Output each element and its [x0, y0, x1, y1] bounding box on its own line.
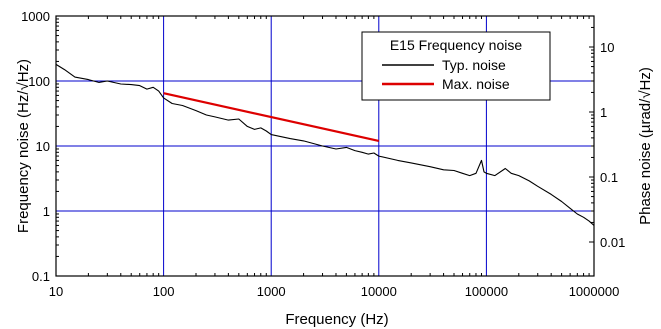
legend: E15 Frequency noise Typ. noise Max. nois…: [361, 31, 551, 101]
axis-ticks: 10 100 1000 10000 100000 1000000 0.1 1 10 100 1000…: [21, 9, 625, 299]
y-tick-label: 1: [43, 204, 50, 219]
y-tick-label: 0.1: [32, 269, 50, 284]
legend-box: [361, 31, 551, 101]
y2-tick-label: 10: [600, 40, 614, 55]
series-group: [55, 63, 595, 226]
series-line-max-noise: [163, 92, 380, 142]
x-tick-label: 10000: [361, 284, 397, 299]
series-line-typ-noise: [55, 63, 595, 226]
x-tick-label: 1000: [257, 284, 286, 299]
legend-label-max-noise: Max. noise: [442, 76, 510, 92]
x-axis-label: Frequency (Hz): [285, 311, 388, 328]
legend-label-typ-noise: Typ. noise: [442, 57, 506, 73]
legend-title: E15 Frequency noise: [390, 37, 523, 53]
y-tick-label: 1000: [21, 9, 50, 24]
y-tick-label: 10: [36, 139, 50, 154]
y2-axis-label: Phase noise (µrad/√Hz): [637, 67, 654, 225]
y2-tick-label: 0.1: [600, 170, 618, 185]
y-tick-label: 100: [28, 74, 50, 89]
y-axis-label: Frequency noise (Hz/√Hz): [15, 59, 32, 233]
x-tick-label: 1000000: [569, 284, 620, 299]
x-tick-label: 100000: [465, 284, 508, 299]
x-tick-label: 100: [153, 284, 175, 299]
y2-tick-label: 0.01: [600, 235, 625, 250]
x-tick-label: 10: [49, 284, 63, 299]
y2-tick-label: 1: [600, 105, 607, 120]
